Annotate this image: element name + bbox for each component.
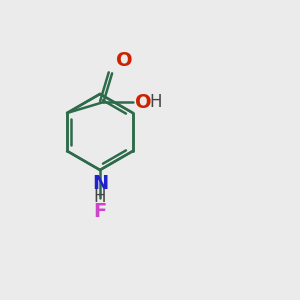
Text: O: O bbox=[136, 93, 152, 112]
Text: O: O bbox=[116, 51, 133, 70]
Text: N: N bbox=[92, 174, 108, 193]
Text: F: F bbox=[93, 202, 106, 221]
Text: H: H bbox=[94, 188, 106, 206]
Text: H: H bbox=[149, 93, 162, 111]
